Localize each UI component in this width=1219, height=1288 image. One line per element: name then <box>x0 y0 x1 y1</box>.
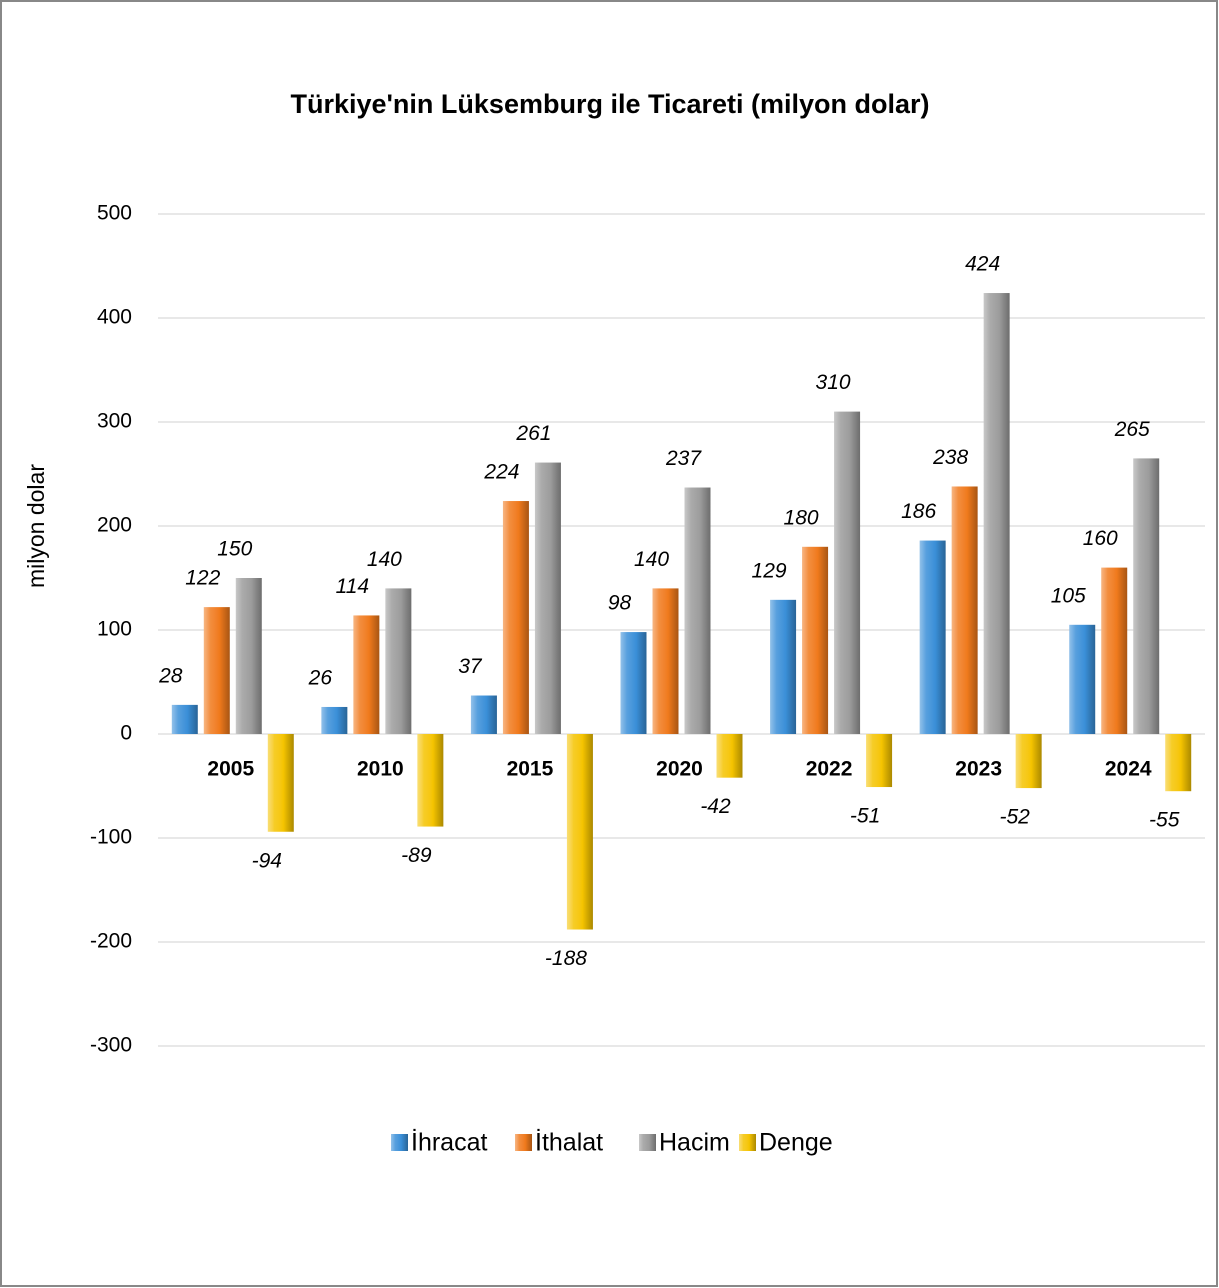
data-label: 105 <box>1051 584 1086 607</box>
data-label: 160 <box>1083 527 1118 550</box>
y-tick-label: 200 <box>97 514 132 537</box>
bar <box>203 607 230 734</box>
data-label: 238 <box>932 446 968 469</box>
data-label: -52 <box>999 806 1030 829</box>
legend-label: İthalat <box>535 1128 603 1157</box>
bar <box>321 706 348 734</box>
x-tick-label: 2010 <box>357 758 404 781</box>
y-tick-label: 400 <box>97 306 132 329</box>
bar <box>652 588 679 734</box>
bar <box>470 695 497 734</box>
data-label: -55 <box>1149 809 1180 832</box>
legend-label: İhracat <box>411 1128 487 1157</box>
legend-swatch <box>739 1134 756 1151</box>
data-label: 140 <box>634 548 669 571</box>
bar <box>983 293 1010 734</box>
x-tick-label: 2020 <box>656 758 703 781</box>
bar <box>1101 567 1128 734</box>
data-label: 114 <box>336 575 369 598</box>
bar <box>353 615 380 734</box>
bar <box>620 632 647 734</box>
y-tick-label: -100 <box>90 826 132 849</box>
data-label: 28 <box>158 664 183 687</box>
x-tick-label: 2015 <box>507 758 554 781</box>
bar <box>267 734 294 832</box>
bar <box>502 501 529 734</box>
data-label: -94 <box>252 849 282 872</box>
x-tick-label: 2023 <box>955 758 1002 781</box>
bar <box>866 734 893 788</box>
data-label: 37 <box>458 655 483 678</box>
chart-title: Türkiye'nin Lüksemburg ile Ticareti (mil… <box>290 89 929 119</box>
y-tick-label: 100 <box>97 618 132 641</box>
data-label: -89 <box>401 844 432 867</box>
data-label: 261 <box>515 422 551 445</box>
bar <box>566 734 593 930</box>
bar <box>417 734 444 827</box>
data-label: 224 <box>483 461 519 484</box>
x-tick-label: 2022 <box>806 758 853 781</box>
bar <box>534 462 561 734</box>
bar <box>1015 734 1042 789</box>
bar <box>951 486 978 734</box>
x-tick-label: 2024 <box>1105 758 1152 781</box>
data-label: 26 <box>308 667 333 690</box>
data-label: 180 <box>784 506 819 529</box>
data-label: 150 <box>217 538 252 561</box>
legend-label: Denge <box>759 1129 833 1157</box>
data-label: 186 <box>901 500 936 523</box>
bar <box>716 734 743 778</box>
bar <box>834 411 861 734</box>
data-label: -188 <box>545 947 587 970</box>
y-tick-label: 300 <box>97 410 132 433</box>
bar <box>684 487 711 734</box>
x-tick-label: 2005 <box>207 758 254 781</box>
y-axis-label: milyon dolar <box>23 464 49 588</box>
bar <box>1069 624 1096 734</box>
legend-label: Hacim <box>659 1129 730 1157</box>
y-tick-label: 500 <box>97 202 132 225</box>
bar <box>919 540 946 734</box>
bar <box>1165 734 1192 792</box>
data-label: 237 <box>665 447 702 470</box>
bar <box>770 599 797 734</box>
data-label: 310 <box>816 371 851 394</box>
legend-swatch <box>515 1134 532 1151</box>
legend-swatch <box>391 1134 408 1151</box>
bar <box>235 578 262 734</box>
data-label: 129 <box>752 559 787 582</box>
y-tick-label: -300 <box>90 1034 132 1057</box>
bar <box>385 588 412 734</box>
bar <box>1133 458 1160 734</box>
data-label: 140 <box>367 548 402 571</box>
data-label: 122 <box>185 567 220 590</box>
y-tick-label: -200 <box>90 930 132 953</box>
data-label: -51 <box>850 805 880 828</box>
data-label: 98 <box>608 592 632 615</box>
data-label: 424 <box>965 253 1000 276</box>
bar <box>802 546 829 734</box>
data-label: 265 <box>1114 418 1150 441</box>
data-label: -42 <box>700 795 731 818</box>
legend-swatch <box>639 1134 656 1151</box>
bar <box>171 704 198 734</box>
y-tick-label: 0 <box>120 722 132 745</box>
